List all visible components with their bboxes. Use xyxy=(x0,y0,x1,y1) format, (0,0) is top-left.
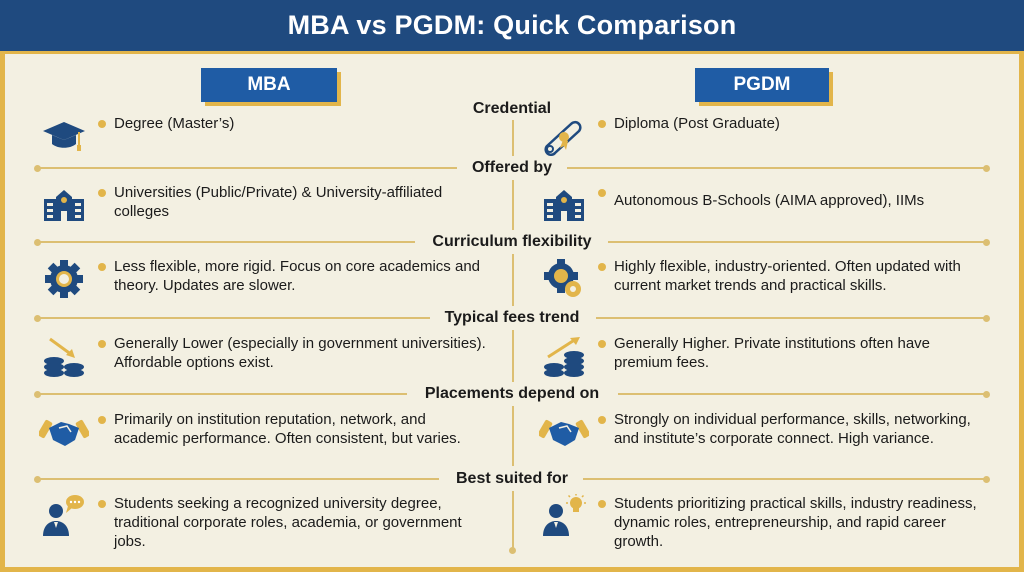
divider-line xyxy=(34,475,439,483)
school-building-icon xyxy=(538,183,590,227)
pgdm-fees-cell: Generally Higher. Private institutions o… xyxy=(538,334,988,378)
gear-icon xyxy=(38,257,90,301)
section-best-suited: Best suited for xyxy=(0,469,1024,489)
divider-line xyxy=(34,314,430,322)
person-speech-bubble-icon xyxy=(38,494,90,538)
center-divider-end-dot xyxy=(509,547,516,554)
mba-curriculum-cell: Less flexible, more rigid. Focus on core… xyxy=(38,257,488,301)
section-placements: Placements depend on xyxy=(0,384,1024,404)
bullet-dot xyxy=(598,120,606,128)
center-divider xyxy=(512,254,514,306)
handshake-icon xyxy=(38,410,90,454)
gears-wrench-icon xyxy=(538,257,590,301)
divider-line xyxy=(567,164,990,172)
pgdm-curriculum-cell: Highly flexible, industry-oriented. Ofte… xyxy=(538,257,988,301)
divider-line xyxy=(608,238,990,246)
bullet-dot xyxy=(598,340,606,348)
bullet-dot xyxy=(98,500,106,508)
content-frame xyxy=(0,54,1024,572)
pgdm-column-header: PGDM xyxy=(695,68,829,102)
person-lightbulb-icon xyxy=(538,494,590,538)
pgdm-offered-by-cell: Autonomous B-Schools (AIMA approved), II… xyxy=(538,183,978,227)
mba-placements-cell: Primarily on institution reputation, net… xyxy=(38,410,488,454)
center-divider xyxy=(512,120,514,156)
mba-best-suited-cell: Students seeking a recognized university… xyxy=(38,494,488,551)
mba-column-header: MBA xyxy=(201,68,337,102)
divider-line xyxy=(583,475,990,483)
page-title: MBA vs PGDM: Quick Comparison xyxy=(287,10,737,40)
mba-fees-cell: Generally Lower (especially in governmen… xyxy=(38,334,488,378)
section-credential: Credential xyxy=(0,99,1024,119)
mba-offered-by-cell: Universities (Public/Private) & Universi… xyxy=(38,183,478,227)
divider-line xyxy=(34,164,457,172)
bullet-dot xyxy=(598,263,606,271)
bullet-dot xyxy=(98,263,106,271)
bullet-dot xyxy=(98,340,106,348)
center-divider xyxy=(512,491,514,549)
pgdm-credential-cell: Diploma (Post Graduate) xyxy=(538,114,978,158)
bullet-dot xyxy=(598,189,606,197)
handshake-icon xyxy=(538,410,590,454)
bullet-dot xyxy=(98,189,106,197)
divider-line xyxy=(596,314,990,322)
divider-line xyxy=(618,390,990,398)
diploma-scroll-icon xyxy=(538,114,590,158)
university-building-icon xyxy=(38,183,90,227)
section-fees-trend: Typical fees trend xyxy=(0,308,1024,328)
graduation-cap-icon xyxy=(38,114,90,158)
divider-line xyxy=(34,238,415,246)
bullet-dot xyxy=(598,416,606,424)
bullet-dot xyxy=(598,500,606,508)
center-divider xyxy=(512,406,514,466)
bullet-dot xyxy=(98,416,106,424)
center-divider xyxy=(512,180,514,230)
coins-up-arrow-icon xyxy=(538,334,590,378)
pgdm-best-suited-cell: Students prioritizing practical skills, … xyxy=(538,494,988,551)
pgdm-placements-cell: Strongly on individual performance, skil… xyxy=(538,410,988,454)
coins-down-arrow-icon xyxy=(38,334,90,378)
section-offered-by: Offered by xyxy=(0,158,1024,178)
divider-line xyxy=(34,390,407,398)
center-divider xyxy=(512,330,514,382)
bullet-dot xyxy=(98,120,106,128)
mba-credential-cell: Degree (Master’s) xyxy=(38,114,478,158)
section-curriculum-flexibility: Curriculum flexibility xyxy=(0,232,1024,252)
title-banner: MBA vs PGDM: Quick Comparison xyxy=(0,0,1024,54)
